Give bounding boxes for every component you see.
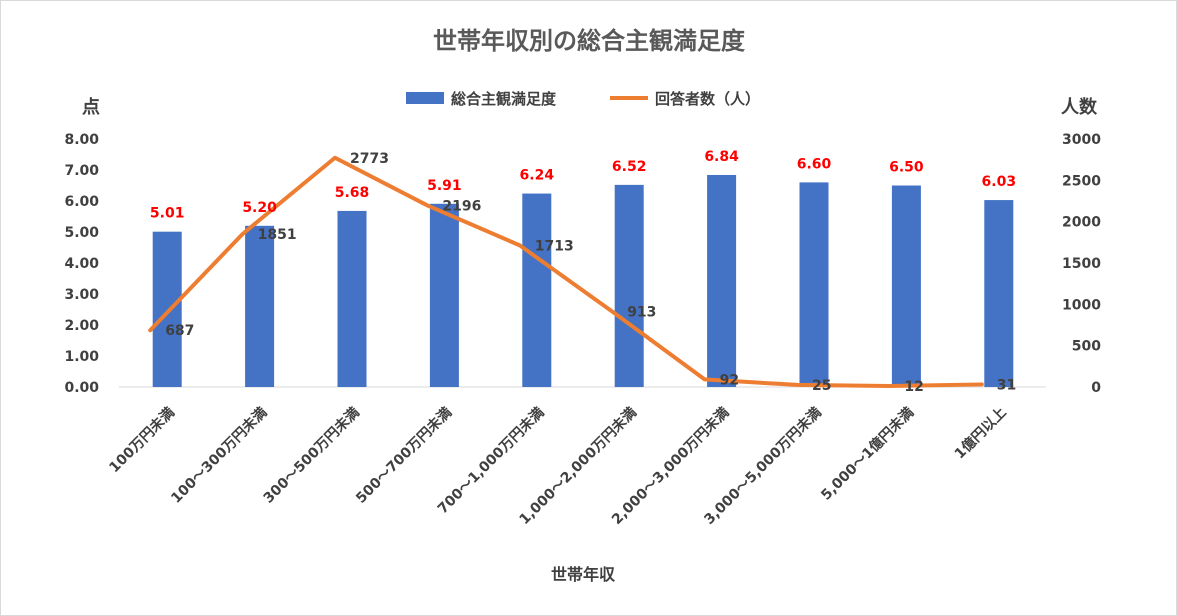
- y-tick-label: 2.00: [64, 318, 99, 334]
- x-tick-label: 5,000～1億円未満: [818, 404, 918, 504]
- line-point: [795, 383, 799, 387]
- line-series: [148, 155, 984, 389]
- legend: 総合主観満足度 回答者数（人）: [406, 90, 760, 108]
- bar-data-label: 5.01: [150, 206, 185, 222]
- legend-bar-swatch: [406, 92, 444, 104]
- bar: [522, 193, 552, 387]
- line-data-label: 1851: [258, 227, 297, 243]
- y2-axis-ticks: 0 500 1000 1500 2000 2500 3000: [1062, 132, 1101, 396]
- bar: [152, 231, 182, 387]
- y2-tick-label: 2500: [1062, 173, 1101, 189]
- x-tick-label: 700～1,000万円未満: [434, 404, 548, 518]
- bar: [799, 182, 829, 387]
- legend-line-label: 回答者数（人）: [655, 90, 760, 108]
- bar: [337, 210, 367, 387]
- line-data-label: 12: [904, 379, 923, 395]
- bar: [245, 225, 275, 387]
- line-data-label: 92: [720, 372, 739, 388]
- y2-tick-label: 1000: [1062, 297, 1101, 313]
- line-point: [148, 328, 152, 332]
- bar-data-label: 6.52: [612, 159, 647, 175]
- bar-data-labels: 5.01 5.20 5.68 5.91 6.24 6.52 6.84 6.60 6.50 6.03: [150, 149, 1016, 222]
- y-tick-label: 1.00: [64, 349, 99, 365]
- bar-data-label: 5.68: [335, 185, 370, 201]
- bar-data-label: 6.84: [704, 149, 739, 165]
- bar-data-label: 6.60: [797, 156, 832, 172]
- bar: [984, 200, 1014, 387]
- bar: [429, 203, 459, 387]
- line-point: [610, 310, 614, 314]
- x-axis-ticks: 100万円未満100～300万円未満300～500万円未満500～700万円未満…: [106, 404, 1010, 528]
- line-data-label: 1713: [535, 238, 574, 254]
- legend-bar-label: 総合主観満足度: [451, 90, 557, 108]
- y2-tick-label: 3000: [1062, 132, 1101, 148]
- line-data-labels: 687 1851 2773 2196 1713 913 92 25 12 31: [165, 151, 1016, 395]
- bar: [614, 184, 644, 387]
- line-data-label: 2196: [442, 198, 481, 214]
- bar-data-label: 5.20: [242, 200, 277, 216]
- y-tick-label: 4.00: [64, 256, 99, 272]
- line-point: [425, 203, 429, 207]
- y-tick-label: 3.00: [64, 287, 99, 303]
- line-point: [887, 384, 891, 388]
- y2-tick-label: 0: [1091, 380, 1101, 396]
- y-tick-label: 8.00: [64, 132, 99, 148]
- bar-series: [152, 174, 1014, 387]
- line-data-label: 31: [997, 377, 1016, 393]
- x-tick-label: 100～300万円未満: [168, 404, 271, 507]
- line-data-label: 25: [812, 378, 831, 394]
- y-axis-title: 点: [82, 96, 100, 118]
- y-tick-label: 7.00: [64, 163, 99, 179]
- y2-axis-title: 人数: [1061, 96, 1098, 118]
- y-axis-ticks: 0.00 1.00 2.00 3.00 4.00 5.00 6.00 7.00 8.00: [64, 132, 99, 396]
- y-tick-label: 5.00: [64, 225, 99, 241]
- line-point: [518, 243, 522, 247]
- line-data-label: 2773: [350, 151, 389, 167]
- bar: [891, 185, 921, 387]
- bar-data-label: 6.03: [982, 174, 1017, 190]
- bar-data-label: 6.24: [520, 168, 555, 184]
- x-axis-title: 世帯年収: [551, 565, 616, 584]
- line-point: [333, 156, 337, 160]
- y-tick-label: 0.00: [64, 380, 99, 396]
- x-tick-label: 100万円未満: [106, 404, 178, 476]
- bar-data-label: 6.50: [889, 160, 924, 176]
- bar: [707, 174, 737, 387]
- y2-tick-label: 1500: [1062, 256, 1101, 272]
- y-tick-label: 6.00: [64, 194, 99, 210]
- x-tick-label: 500～700万円未満: [352, 404, 455, 507]
- x-tick-label: 300～500万円未満: [260, 404, 363, 507]
- line-point: [241, 232, 245, 236]
- line-data-label: 913: [627, 305, 656, 321]
- line-point: [980, 382, 984, 386]
- x-tick-label: 1億円以上: [951, 404, 1010, 463]
- y2-tick-label: 2000: [1062, 215, 1101, 231]
- chart-title: 世帯年収別の総合主観満足度: [433, 27, 746, 55]
- bar-data-label: 5.91: [427, 178, 462, 194]
- line-data-label: 687: [165, 323, 194, 339]
- line-point: [703, 377, 707, 381]
- series-line: [148, 155, 984, 389]
- y2-tick-label: 500: [1072, 339, 1101, 355]
